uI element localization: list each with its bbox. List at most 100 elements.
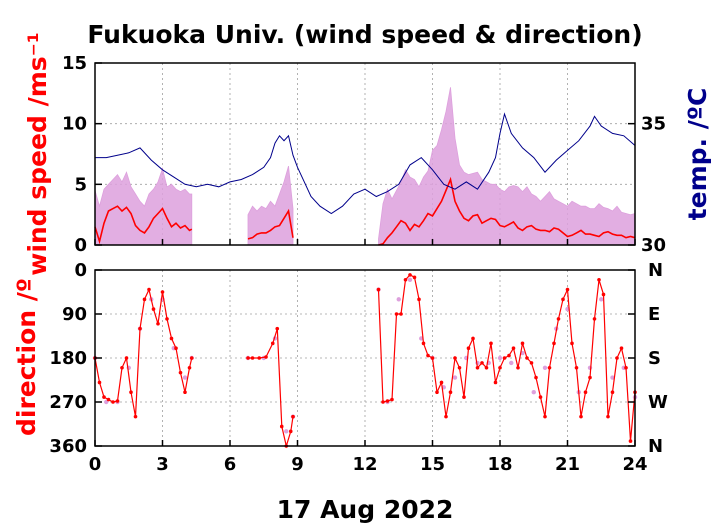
direction-panel: 0 N 90 E 180 S 270 W 360 N 0 3 6 9 12 15 18 21 24 [49, 260, 668, 475]
direction-mean-point-23 [246, 356, 250, 360]
direction-mean-point-3 [106, 397, 111, 402]
direction-mean-point-11 [142, 297, 147, 302]
direction-mean-point-35 [385, 399, 390, 403]
direction-mean-point-62 [507, 353, 511, 358]
speed-ytick-label-2: 10 [62, 114, 87, 135]
dir-xtick-label-0: 0 [89, 454, 102, 475]
direction-mean-point-74 [561, 297, 565, 302]
dir-xtick-label-3: 9 [291, 454, 304, 475]
direction-mean-point-4 [111, 400, 115, 404]
direction-mean-point-71 [547, 365, 552, 370]
speed-ticks: 0 5 10 15 30 35 [62, 53, 666, 256]
chart-title: Fukuoka Univ. (wind speed & direction) [87, 20, 642, 49]
speed-ytick-label-3: 15 [62, 53, 87, 74]
temperature-y-axis-label: temp. /ºC [683, 88, 712, 221]
direction-sample-point-13 [284, 429, 289, 434]
temperature-series [95, 112, 636, 215]
direction-mean-point-6 [120, 365, 124, 370]
direction-mean-point-81 [592, 317, 597, 321]
direction-mean-point-75 [565, 287, 570, 292]
direction-sample-point-34 [587, 365, 593, 370]
direction-mean-point-45 [430, 356, 435, 360]
direction-mean-point-12 [147, 287, 151, 292]
direction-mean-point-24 [250, 356, 255, 360]
direction-mean-point-87 [619, 346, 624, 351]
direction-mean-point-65 [520, 341, 525, 346]
direction-mean-point-16 [165, 317, 169, 321]
gust-area-2 [378, 87, 636, 246]
dir-xtick-label-2: 6 [224, 454, 237, 475]
direction-sample-point-22 [452, 375, 458, 380]
direction-sample-point-26 [497, 355, 503, 361]
direction-mean-series [93, 273, 637, 449]
mean-wind-line-1 [247, 208, 294, 240]
gust-series [94, 87, 636, 246]
direction-mean-point-70 [543, 414, 547, 419]
gust-area-1 [247, 165, 294, 246]
compass-ytick-label-0: N [648, 260, 663, 281]
direction-mean-point-85 [610, 390, 615, 395]
direction-mean-line-1 [248, 328, 294, 449]
dir-xtick-label-5: 15 [420, 454, 445, 475]
direction-mean-point-52 [462, 395, 466, 399]
direction-mean-point-2 [102, 395, 106, 399]
direction-mean-point-32 [291, 414, 295, 419]
direction-gridlines [94, 269, 636, 447]
mean-wind-line-2 [378, 176, 636, 246]
direction-mean-point-38 [399, 312, 403, 316]
direction-mean-line-0 [94, 287, 193, 417]
direction-mean-point-86 [615, 356, 619, 360]
direction-mean-point-26 [264, 355, 268, 359]
speed-ytick-label-0: 0 [74, 235, 87, 256]
direction-mean-point-63 [511, 346, 516, 351]
compass-ytick-label-1: E [648, 304, 660, 325]
dir-ytick-label-0: 0 [74, 260, 87, 281]
direction-mean-point-8 [129, 390, 133, 395]
direction-ticks: 0 N 90 E 180 S 270 W 360 N 0 3 6 9 12 15 18 21 24 [49, 260, 668, 475]
direction-mean-point-27 [270, 341, 275, 346]
dir-ytick-label-3: 270 [49, 392, 87, 413]
direction-mean-point-39 [403, 277, 408, 282]
direction-mean-point-21 [187, 365, 192, 370]
temperature-line [95, 112, 636, 215]
direction-mean-point-29 [279, 424, 284, 429]
dir-xtick-label-7: 21 [555, 454, 580, 475]
compass-ytick-label-4: N [648, 436, 663, 457]
direction-mean-point-54 [471, 336, 475, 341]
dir-xtick-label-8: 24 [622, 454, 647, 475]
direction-mean-point-82 [597, 277, 601, 282]
direction-mean-point-73 [556, 317, 561, 321]
direction-mean-point-5 [115, 399, 120, 403]
direction-mean-point-88 [624, 365, 628, 370]
direction-mean-point-42 [417, 297, 421, 302]
direction-mean-point-13 [151, 307, 156, 311]
direction-sample-point-29 [531, 390, 536, 395]
direction-mean-point-50 [453, 356, 457, 360]
direction-mean-point-36 [390, 397, 394, 402]
mean-wind-line-0 [94, 205, 193, 245]
direction-mean-point-46 [435, 390, 439, 395]
speed-y-axis-label: wind speed /ms⁻¹ [23, 32, 52, 276]
direction-mean-point-67 [529, 361, 534, 365]
direction-mean-point-25 [257, 356, 262, 360]
dir-ytick-label-4: 360 [49, 436, 87, 457]
direction-mean-point-55 [475, 365, 480, 370]
direction-mean-point-28 [275, 326, 280, 331]
direction-mean-point-66 [525, 356, 529, 360]
direction-mean-point-68 [534, 375, 538, 380]
direction-sample-point-30 [542, 365, 548, 370]
direction-sample-point-8 [182, 375, 188, 380]
gust-area-0 [94, 167, 193, 246]
direction-mean-point-57 [484, 365, 489, 370]
direction-mean-point-1 [97, 380, 102, 385]
direction-mean-line-2 [377, 274, 636, 442]
direction-mean-point-78 [579, 414, 583, 419]
direction-mean-point-17 [169, 336, 174, 341]
direction-mean-point-31 [288, 429, 293, 434]
temp-ytick-label-0: 30 [641, 235, 666, 256]
mean-wind-series [94, 176, 636, 246]
direction-mean-point-51 [457, 365, 462, 370]
speed-ytick-label-1: 5 [74, 174, 87, 195]
direction-sample-point-17 [396, 297, 401, 302]
